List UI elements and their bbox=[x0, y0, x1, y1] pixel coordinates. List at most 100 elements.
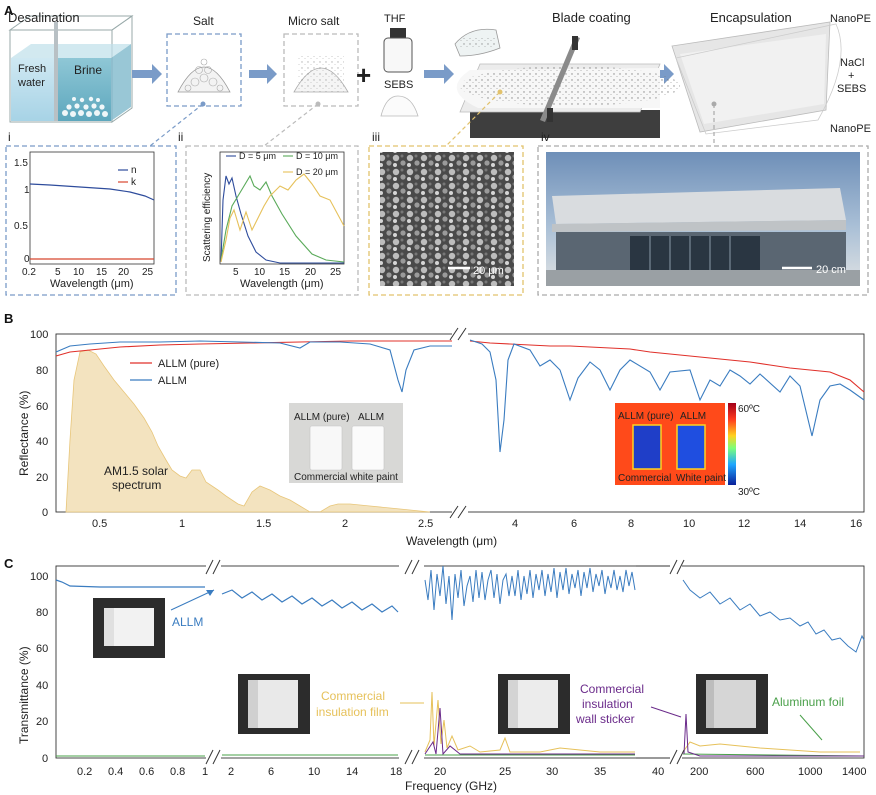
thermal-bottom-a: Commercial bbox=[618, 473, 671, 484]
brine-label: Brine bbox=[74, 63, 102, 77]
svg-text:40: 40 bbox=[36, 436, 48, 448]
nanope-bottom-label: NanoPE bbox=[830, 123, 871, 135]
blade-coating-scene bbox=[454, 28, 680, 138]
reflectance-chart bbox=[55, 326, 865, 522]
svg-text:14: 14 bbox=[346, 766, 358, 778]
svg-text:10: 10 bbox=[683, 518, 695, 530]
panel-a-letter: A bbox=[4, 3, 14, 18]
svg-text:15: 15 bbox=[96, 267, 108, 278]
svg-text:2: 2 bbox=[342, 518, 348, 530]
legend-allm-pure: ALLM (pure) bbox=[158, 358, 219, 370]
sub-ii-legend-20: D = 20 μm bbox=[296, 167, 338, 177]
svg-text:40: 40 bbox=[36, 680, 48, 692]
sebs-pile-icon bbox=[380, 95, 419, 117]
salt-pile-icon bbox=[177, 58, 231, 93]
white-paint-photo bbox=[289, 403, 403, 483]
svg-text:0: 0 bbox=[42, 507, 48, 519]
transmittance-chart bbox=[55, 559, 865, 765]
transmittance-yticks: 0 20 40 60 80 100 bbox=[30, 571, 48, 765]
sticker-annotation-1: Commercial bbox=[580, 682, 644, 696]
thermal-image bbox=[615, 403, 736, 485]
svg-text:60: 60 bbox=[36, 401, 48, 413]
svg-text:35: 35 bbox=[594, 766, 606, 778]
svg-text:15: 15 bbox=[279, 267, 291, 278]
svg-text:14: 14 bbox=[794, 518, 806, 530]
sub-ii-legend-10: D = 10 μm bbox=[296, 151, 338, 161]
transmittance-ylabel: Transmittance (%) bbox=[17, 646, 31, 744]
svg-text:0: 0 bbox=[42, 753, 48, 765]
thermal-top-b: ALLM bbox=[680, 411, 706, 422]
nacl-label: NaCl bbox=[840, 57, 864, 69]
insulation-film-photo bbox=[238, 674, 310, 734]
svg-text:0.2: 0.2 bbox=[22, 267, 36, 278]
reflectance-xlabel: Wavelength (μm) bbox=[406, 534, 497, 548]
svg-text:1: 1 bbox=[24, 185, 30, 196]
svg-text:20: 20 bbox=[434, 766, 446, 778]
svg-text:0.8: 0.8 bbox=[170, 766, 185, 778]
svg-text:1.5: 1.5 bbox=[14, 158, 28, 169]
thermal-bottom-b: White paint bbox=[676, 473, 726, 484]
solar-label-1: AM1.5 solar bbox=[104, 464, 168, 478]
nacl-plus: + bbox=[848, 70, 854, 82]
photo-left-bottom: Commercial white paint bbox=[294, 472, 398, 483]
svg-text:18: 18 bbox=[390, 766, 402, 778]
svg-text:5: 5 bbox=[233, 267, 239, 278]
blade-coating-label: Blade coating bbox=[552, 10, 631, 25]
svg-text:100: 100 bbox=[30, 571, 48, 583]
allm-annotation: ALLM bbox=[172, 615, 203, 629]
sub-i-legend-n: n bbox=[131, 165, 137, 176]
thermal-tmax: 60ºC bbox=[738, 404, 760, 415]
sub-ii-plot bbox=[219, 151, 345, 265]
svg-text:12: 12 bbox=[738, 518, 750, 530]
sub-i-box bbox=[5, 145, 177, 296]
svg-text:2.5: 2.5 bbox=[418, 518, 433, 530]
film-annotation-1: Commercial bbox=[321, 689, 385, 703]
svg-text:5: 5 bbox=[55, 267, 61, 278]
svg-text:30: 30 bbox=[546, 766, 558, 778]
reflectance-yticks: 0 20 40 60 80 100 bbox=[30, 329, 48, 519]
svg-text:6: 6 bbox=[268, 766, 274, 778]
allm-line-right bbox=[469, 339, 865, 453]
svg-text:25: 25 bbox=[499, 766, 511, 778]
sub-i-yticks: 1.5 1 0.5 0 bbox=[14, 158, 30, 265]
allm-line-left bbox=[55, 340, 452, 393]
svg-text:10: 10 bbox=[73, 267, 85, 278]
photo-left-top-b: ALLM bbox=[358, 412, 384, 423]
desalination-tank bbox=[8, 15, 134, 123]
svg-text:20: 20 bbox=[118, 267, 130, 278]
sebs-layer-label: SEBS bbox=[837, 83, 866, 95]
thermal-top-a: ALLM (pure) bbox=[618, 411, 674, 422]
sticker-annotation-2: insulation bbox=[582, 697, 633, 711]
photo-left-top-a: ALLM (pure) bbox=[294, 412, 350, 423]
foil-annotation: Aluminum foil bbox=[772, 695, 844, 709]
sub-iv-roman: iv bbox=[541, 130, 550, 144]
allm-roll-photo bbox=[93, 598, 165, 658]
svg-text:60: 60 bbox=[36, 643, 48, 655]
svg-text:16: 16 bbox=[850, 518, 862, 530]
sub-ii-ylabel: Scattering efficiency bbox=[202, 173, 213, 262]
svg-text:1: 1 bbox=[179, 518, 185, 530]
svg-text:1: 1 bbox=[202, 766, 208, 778]
svg-text:2: 2 bbox=[228, 766, 234, 778]
transmittance-xlabel: Frequency (GHz) bbox=[405, 779, 497, 793]
sub-ii-xticks: 5 10 15 20 25 bbox=[233, 267, 342, 278]
svg-text:10: 10 bbox=[254, 267, 266, 278]
svg-text:200: 200 bbox=[690, 766, 708, 778]
svg-text:0: 0 bbox=[24, 254, 30, 265]
sem-scale-label: 20 μm bbox=[473, 265, 504, 277]
sub-i-roman: i bbox=[8, 130, 11, 144]
desalination-label: Desalination bbox=[8, 10, 80, 25]
micro-salt-label: Micro salt bbox=[288, 14, 340, 28]
sub-i-xlabel: Wavelength (μm) bbox=[50, 278, 134, 290]
sub-i-xticks: 0.2 5 10 15 20 25 bbox=[22, 267, 154, 278]
svg-text:4: 4 bbox=[512, 518, 518, 530]
svg-text:1.5: 1.5 bbox=[256, 518, 271, 530]
legend-allm: ALLM bbox=[158, 375, 187, 387]
svg-text:20: 20 bbox=[36, 716, 48, 728]
svg-text:8: 8 bbox=[628, 518, 634, 530]
panel-b-letter: B bbox=[4, 311, 13, 326]
salt-label: Salt bbox=[193, 14, 214, 28]
micro-salt-box bbox=[283, 33, 359, 107]
sub-ii-legend-5: D = 5 μm bbox=[239, 151, 276, 161]
solar-spectrum-area bbox=[65, 349, 431, 513]
